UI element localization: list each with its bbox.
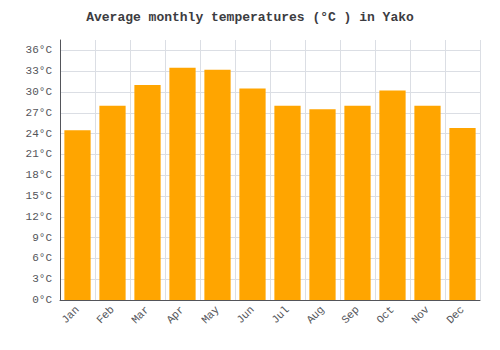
svg-text:24°C: 24°C <box>26 128 53 140</box>
svg-text:Jun: Jun <box>234 304 256 326</box>
svg-text:12°C: 12°C <box>26 211 53 223</box>
svg-text:Aug: Aug <box>304 304 326 326</box>
svg-text:Mar: Mar <box>129 304 151 326</box>
svg-text:May: May <box>199 303 222 326</box>
svg-text:6°C: 6°C <box>32 252 52 264</box>
svg-text:Average monthly temperatures (: Average monthly temperatures (°C ) in Ya… <box>86 10 414 25</box>
svg-text:36°C: 36°C <box>26 44 53 56</box>
svg-text:33°C: 33°C <box>26 65 53 77</box>
svg-text:3°C: 3°C <box>32 273 52 285</box>
svg-text:Jul: Jul <box>269 304 291 326</box>
svg-text:Oct: Oct <box>374 304 396 326</box>
svg-text:30°C: 30°C <box>26 86 53 98</box>
svg-text:Sep: Sep <box>339 304 361 326</box>
svg-text:Nov: Nov <box>409 303 432 326</box>
svg-text:0°C: 0°C <box>32 294 52 306</box>
svg-text:18°C: 18°C <box>26 169 53 181</box>
svg-text:Jan: Jan <box>59 304 81 326</box>
svg-text:21°C: 21°C <box>26 148 53 160</box>
svg-text:9°C: 9°C <box>32 232 52 244</box>
svg-text:Dec: Dec <box>444 304 466 326</box>
svg-text:Feb: Feb <box>94 304 116 326</box>
svg-text:15°C: 15°C <box>26 190 53 202</box>
svg-text:27°C: 27°C <box>26 107 53 119</box>
svg-text:Apr: Apr <box>164 304 186 326</box>
